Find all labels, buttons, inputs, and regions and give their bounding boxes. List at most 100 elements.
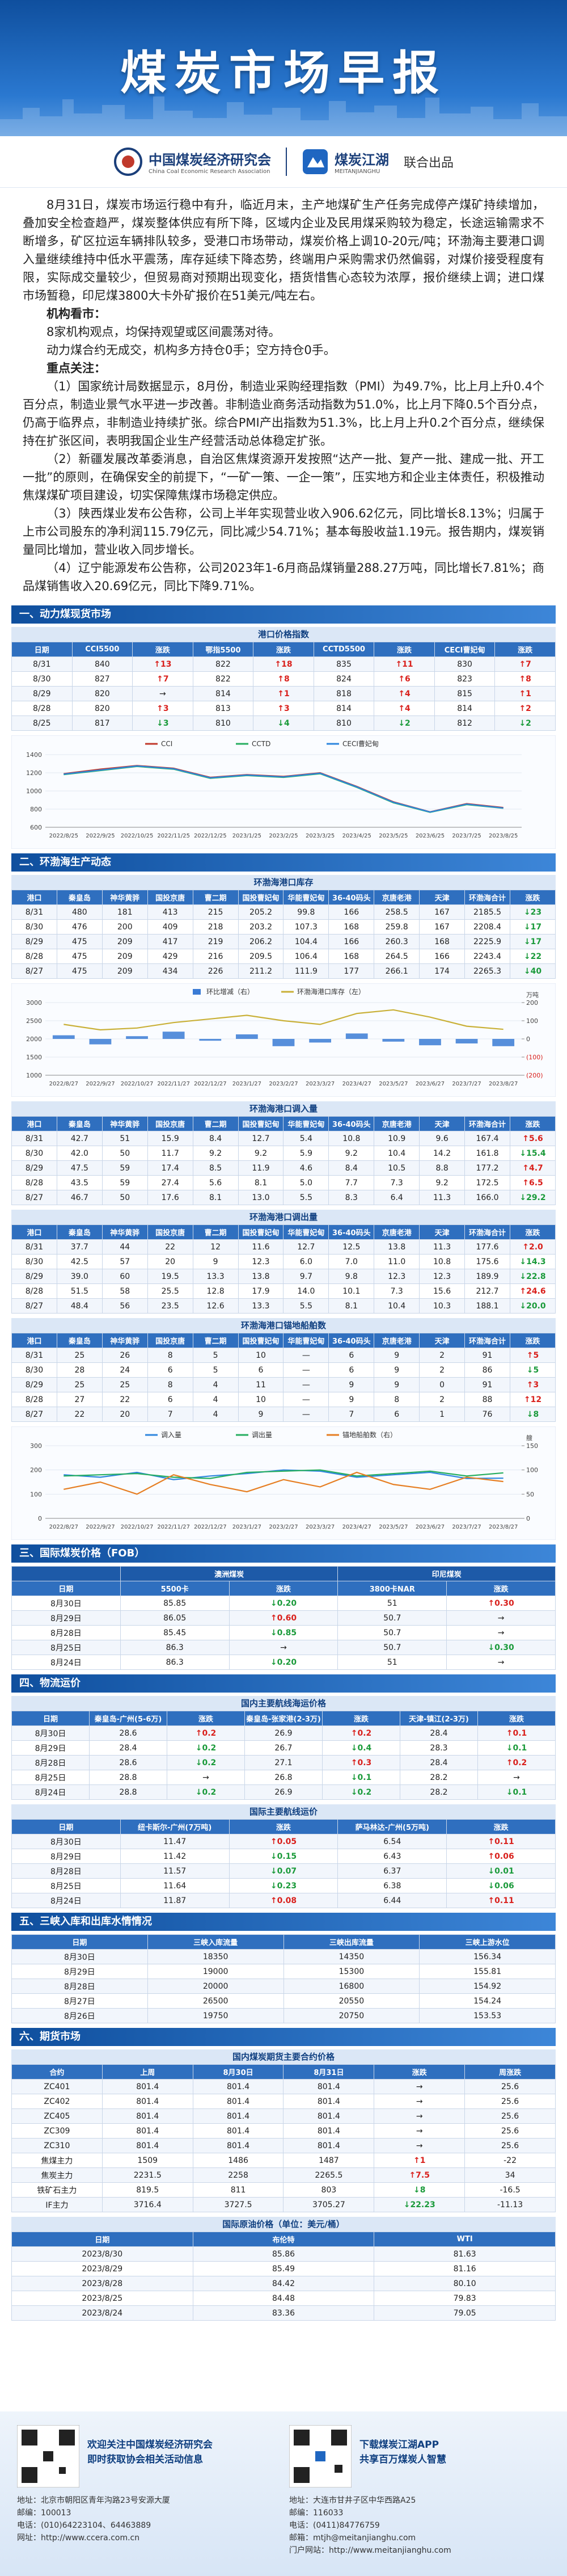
row: 2023/8/29 85.49 81.16	[11, 2261, 556, 2276]
cell: 205.2	[238, 904, 284, 920]
x-tick-label: 2022/12/27	[194, 1081, 227, 1087]
section-title: 四、物流运价	[11, 1674, 556, 1693]
cell: ↑1	[494, 686, 556, 701]
cell: 86	[464, 1362, 510, 1378]
cell: 166	[328, 934, 375, 949]
cell: ↑2	[494, 701, 556, 716]
y2-axis-label: 艘	[526, 1434, 532, 1442]
cell: 2023/8/25	[11, 2291, 193, 2306]
x-tick-label: 2023/2/27	[269, 1524, 298, 1530]
cell: 8/31	[11, 904, 57, 920]
cell: 8/29	[11, 1160, 57, 1176]
cell: ZC405	[11, 2108, 103, 2124]
cell: 8/29	[11, 934, 57, 949]
header-cell: 纽卡斯尔-广州(7万吨)	[120, 1819, 230, 1834]
bar	[199, 1039, 222, 1041]
section-title: 三、国际煤炭价格（FOB）	[11, 1544, 556, 1563]
cell: 215	[192, 904, 239, 920]
header-cell: 涨跌	[509, 890, 556, 905]
cell: 106.4	[283, 949, 329, 964]
cell: 104.4	[283, 934, 329, 949]
header-row: 港口 秦皇岛 神华黄骅 国投京唐 曹二期 国投曹妃甸 华能曹妃甸 36-40码头 京唐老港 天津环…	[11, 1333, 556, 1348]
cell: 26.9	[244, 1784, 323, 1800]
cell: ↓3	[132, 715, 193, 731]
summary: 8月31日，煤炭市场运行稳中有升，临近月末，主产地煤矿生产任务完成停产煤矿持续增…	[0, 188, 567, 601]
cell: 27	[56, 1392, 103, 1407]
cell: 42.5	[56, 1254, 103, 1269]
cell: ↓5	[509, 1362, 556, 1378]
cell: ↓20.0	[509, 1298, 556, 1314]
legend-label: CCI	[161, 740, 172, 748]
cell: 51	[337, 1596, 447, 1611]
section-title: 一、动力煤现货市场	[11, 605, 556, 624]
cell: 8月30日	[11, 1596, 121, 1611]
y-tick-label: 1000	[26, 788, 42, 795]
cell: ↓22.23	[374, 2197, 466, 2212]
cell: →	[374, 2094, 466, 2109]
y-tick-label: 0	[38, 1515, 42, 1522]
row: 8/27 22 20 7 4 9—7 6 1 76 ↓8	[11, 1407, 556, 1422]
cell: 7.0	[328, 1254, 375, 1269]
header-cell: 国投曹妃甸	[238, 890, 284, 905]
section: 二、环渤海生产动态 环渤海港口库存 港口 秦皇岛 神华黄骅 国投京唐 曹二期 国投曹妃甸 华能曹…	[11, 853, 556, 1540]
cell: ↓0.1	[477, 1740, 556, 1756]
header-cell: 5500卡	[120, 1581, 230, 1596]
cell: ↑6	[374, 671, 435, 687]
cell: 28.8	[89, 1770, 167, 1785]
bar	[89, 1039, 112, 1045]
table-title: 环渤海港口调出量	[11, 1210, 556, 1224]
line	[64, 1469, 503, 1480]
cell: ↑18	[253, 656, 314, 672]
cell: 11.57	[120, 1863, 230, 1879]
header-cell: 涨跌	[374, 642, 435, 657]
row: 8月25日 28.8 → 26.8 ↓0.1 28.2 →	[11, 1770, 556, 1785]
cell: 3716.4	[101, 2197, 193, 2212]
x-tick-label: 2022/12/25	[194, 833, 227, 839]
cell: 154.24	[419, 1993, 556, 2009]
cell: 58	[101, 1283, 148, 1299]
cell: 15300	[283, 1964, 420, 1979]
cell: 2	[419, 1392, 466, 1407]
x-tick-label: 2023/4/27	[342, 1081, 371, 1087]
cell: ↓29.2	[509, 1190, 556, 1205]
cell: 801.4	[101, 2079, 193, 2094]
cell: 11.47	[120, 1834, 230, 1849]
cell: 2231.5	[101, 2167, 193, 2183]
header-cell: 涨跌	[132, 642, 193, 657]
cell: ↑0.08	[229, 1893, 338, 1908]
cell: 8月26日	[11, 2008, 148, 2023]
header-cell: 8月31日	[283, 2064, 375, 2080]
y-tick-label: 1500	[26, 1054, 42, 1061]
cell: -16.5	[464, 2182, 556, 2198]
header-cell: 华能曹妃甸	[283, 890, 329, 905]
cell: 172.5	[464, 1175, 510, 1190]
cell: 10	[238, 1348, 284, 1363]
cell: →	[446, 1610, 556, 1626]
cell: 50.7	[337, 1625, 447, 1640]
cell: 28.4	[89, 1740, 167, 1756]
cell: 801.4	[283, 2079, 375, 2094]
cell: 91	[464, 1377, 510, 1392]
logos: 中国煤炭经济研究会 China Coal Economic Research As…	[0, 136, 567, 188]
cell: 25.6	[464, 2079, 556, 2094]
header-cell: 曹二期	[192, 890, 239, 905]
cell: 28.2	[400, 1784, 478, 1800]
x-tick-label: 2023/7/27	[452, 1524, 481, 1530]
cell: 12.3	[374, 1269, 420, 1284]
icon	[113, 148, 142, 176]
cell: 7.3	[374, 1283, 420, 1299]
cell: 79.05	[374, 2305, 556, 2321]
row: 8/31 840 ↑13 822 ↑18 835 ↑11 830 ↑7	[11, 656, 556, 672]
bar	[309, 1039, 331, 1043]
cell: 24	[101, 1362, 148, 1378]
cell: 20000	[147, 1979, 284, 1994]
cell: 8/28	[11, 1175, 57, 1190]
cell: 28.4	[400, 1755, 478, 1770]
header-cell: 36-40码头	[328, 1116, 375, 1131]
row: 2023/8/24 83.36 79.05	[11, 2305, 556, 2321]
sections: 一、动力煤现货市场 港口价格指数 日期 CCI5500 涨跌 鄂指5500 涨跌 CCTD55…	[0, 605, 567, 2321]
cell: ↓0.20	[229, 1655, 338, 1670]
paragraph: （2）新疆发展改革委消息，自治区焦煤资源开发按照“达产一批、复产一批、建成一批、…	[23, 452, 544, 502]
y2-tick-label: 200	[526, 999, 538, 1007]
plot-background	[11, 735, 556, 849]
